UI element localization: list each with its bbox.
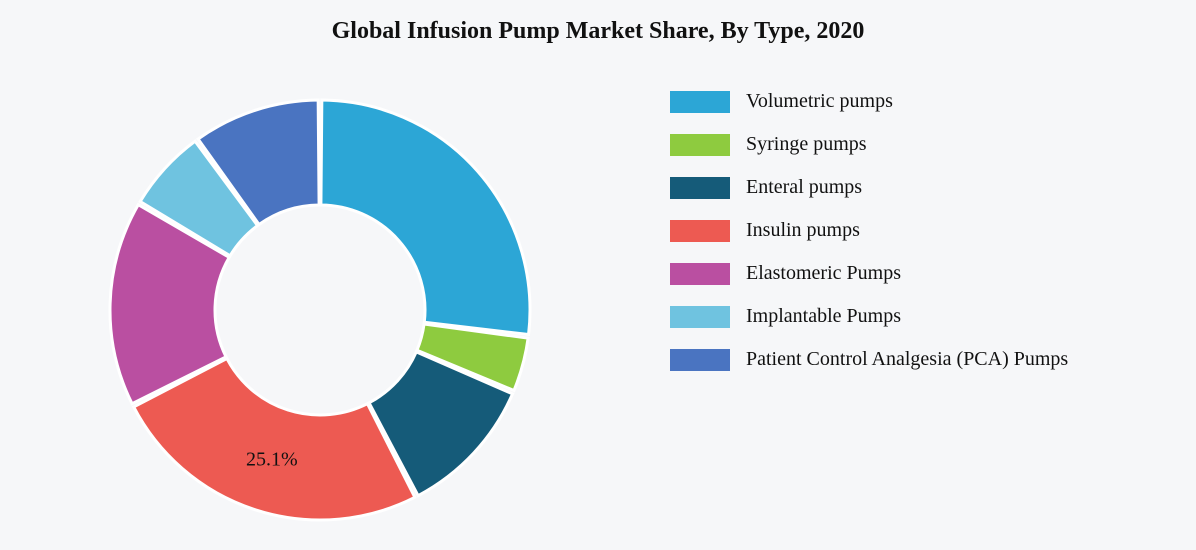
legend-label: Volumetric pumps: [746, 90, 893, 113]
legend-label: Insulin pumps: [746, 219, 860, 242]
legend-swatch: [670, 306, 730, 328]
legend-swatch: [670, 349, 730, 371]
legend-item: Volumetric pumps: [670, 90, 1068, 113]
legend-item: Elastomeric Pumps: [670, 262, 1068, 285]
legend-item: Insulin pumps: [670, 219, 1068, 242]
legend-label: Syringe pumps: [746, 133, 867, 156]
donut-slice: [321, 100, 530, 334]
legend-swatch: [670, 177, 730, 199]
legend-item: Syringe pumps: [670, 133, 1068, 156]
legend-item: Patient Control Analgesia (PCA) Pumps: [670, 348, 1068, 371]
legend-swatch: [670, 134, 730, 156]
legend-swatch: [670, 91, 730, 113]
legend-label: Patient Control Analgesia (PCA) Pumps: [746, 348, 1068, 371]
legend-swatch: [670, 263, 730, 285]
legend: Volumetric pumps Syringe pumps Enteral pum…: [670, 90, 1068, 371]
legend-item: Enteral pumps: [670, 176, 1068, 199]
legend-label: Implantable Pumps: [746, 305, 901, 328]
donut-chart: Global Infusion Pump Market Share, By Ty…: [0, 0, 1196, 550]
legend-swatch: [670, 220, 730, 242]
legend-label: Elastomeric Pumps: [746, 262, 901, 285]
slice-label: 25.1%: [246, 448, 298, 471]
legend-item: Implantable Pumps: [670, 305, 1068, 328]
legend-label: Enteral pumps: [746, 176, 862, 199]
